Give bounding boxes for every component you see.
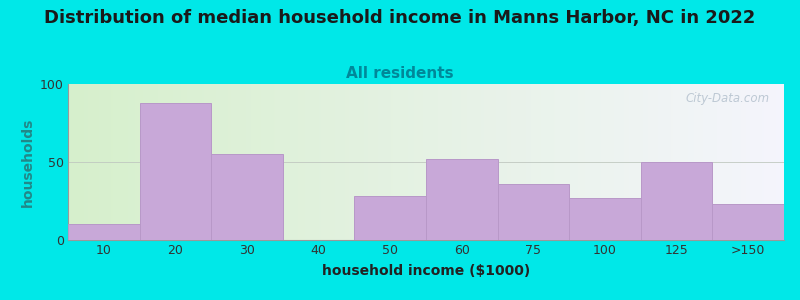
Bar bbox=[498, 184, 570, 240]
Text: All residents: All residents bbox=[346, 66, 454, 81]
Y-axis label: households: households bbox=[21, 117, 34, 207]
Text: Distribution of median household income in Manns Harbor, NC in 2022: Distribution of median household income … bbox=[44, 9, 756, 27]
Bar bbox=[140, 103, 211, 240]
X-axis label: household income ($1000): household income ($1000) bbox=[322, 264, 530, 278]
Bar bbox=[68, 224, 140, 240]
Bar bbox=[211, 154, 283, 240]
Bar bbox=[713, 204, 784, 240]
Bar bbox=[354, 196, 426, 240]
Bar bbox=[641, 162, 713, 240]
Bar bbox=[570, 198, 641, 240]
Text: City-Data.com: City-Data.com bbox=[686, 92, 770, 105]
Bar bbox=[426, 159, 498, 240]
